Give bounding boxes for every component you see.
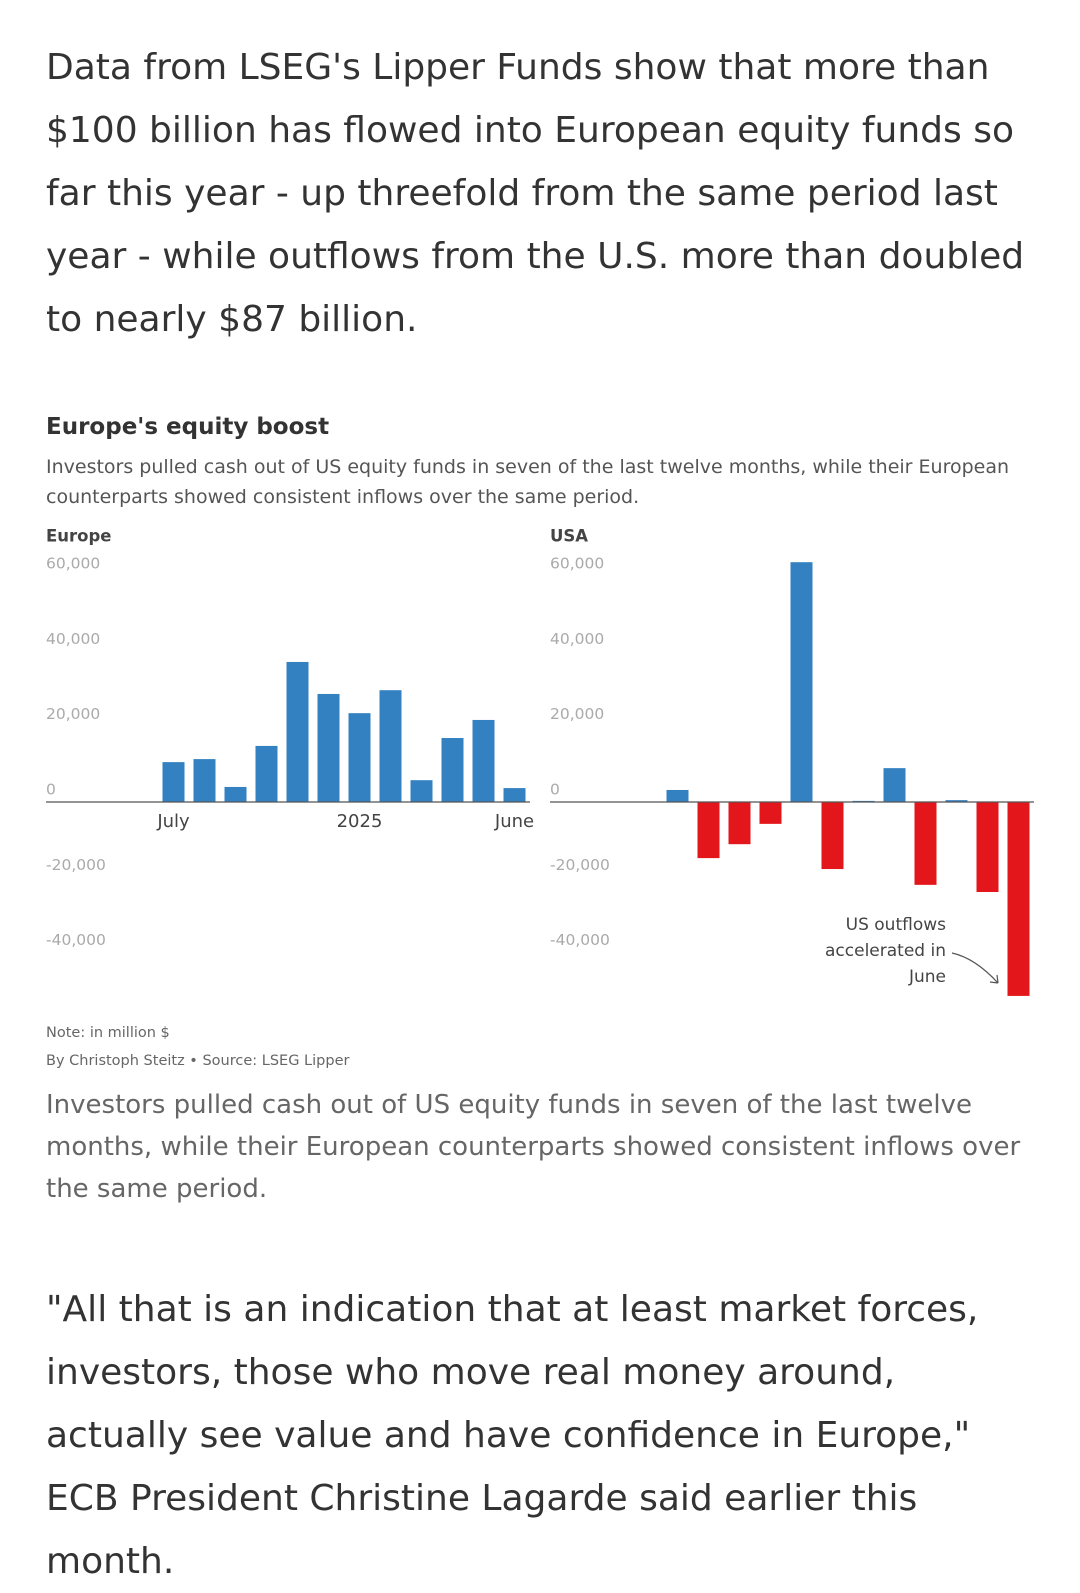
bar <box>697 802 720 859</box>
bar <box>317 693 340 803</box>
figure-subtitle: Investors pulled cash out of US equity f… <box>46 456 1010 508</box>
bar <box>224 786 247 803</box>
bar <box>728 802 751 845</box>
bar <box>914 802 937 885</box>
intro-paragraph: Data from LSEG's Lipper Funds show that … <box>46 47 1025 340</box>
y-tick-label: 0 <box>46 781 56 799</box>
bar <box>759 802 782 824</box>
bar <box>193 759 216 803</box>
bar <box>379 690 402 803</box>
y-tick-label: 60,000 <box>550 555 604 573</box>
charts: Europe 60,000 40,000 20,000 0 -20,000 -40,000 J… <box>46 527 1034 996</box>
bar <box>1007 802 1030 996</box>
bar <box>255 745 278 803</box>
quote-paragraph: "All that is an indication that at least… <box>46 1289 979 1582</box>
x-tick-label: July <box>156 811 190 832</box>
panel-title: USA <box>550 527 588 546</box>
y-tick-label: 60,000 <box>46 555 100 573</box>
bar <box>348 713 371 803</box>
y-tick-label: 20,000 <box>46 705 100 723</box>
bar <box>666 789 689 803</box>
figure-byline: By Christoph Steitz • Source: LSEG Lippe… <box>46 1053 350 1069</box>
x-tick-label: 2025 <box>337 811 383 832</box>
bar <box>162 762 185 803</box>
caption: Investors pulled cash out of US equity f… <box>46 1090 1021 1204</box>
bar <box>286 661 309 803</box>
y-tick-label: -40,000 <box>550 931 610 949</box>
y-tick-label: -20,000 <box>46 856 106 874</box>
bar <box>883 768 906 803</box>
y-tick-label: -40,000 <box>46 931 106 949</box>
annotation-arrow <box>951 952 999 984</box>
bar <box>441 738 464 803</box>
y-tick-label: 0 <box>550 781 560 799</box>
y-tick-label: -20,000 <box>550 856 610 874</box>
panel-title: Europe <box>46 527 112 546</box>
y-tick-label: 20,000 <box>550 705 604 723</box>
y-tick-label: 40,000 <box>46 630 100 648</box>
page: Data from LSEG's Lipper Funds show that … <box>46 47 1034 1582</box>
bar <box>472 719 495 803</box>
y-tick-label: 40,000 <box>550 630 604 648</box>
figure-title: Europe's equity boost <box>46 414 330 440</box>
bar <box>821 802 844 870</box>
bar <box>503 788 526 803</box>
figure-note: Note: in million $ <box>46 1025 170 1041</box>
bar <box>410 780 433 803</box>
bar <box>945 800 968 803</box>
bar <box>790 562 813 803</box>
bar <box>976 802 999 893</box>
x-tick-label: June <box>494 811 534 832</box>
annotation: US outflows accelerated in June <box>825 915 946 987</box>
